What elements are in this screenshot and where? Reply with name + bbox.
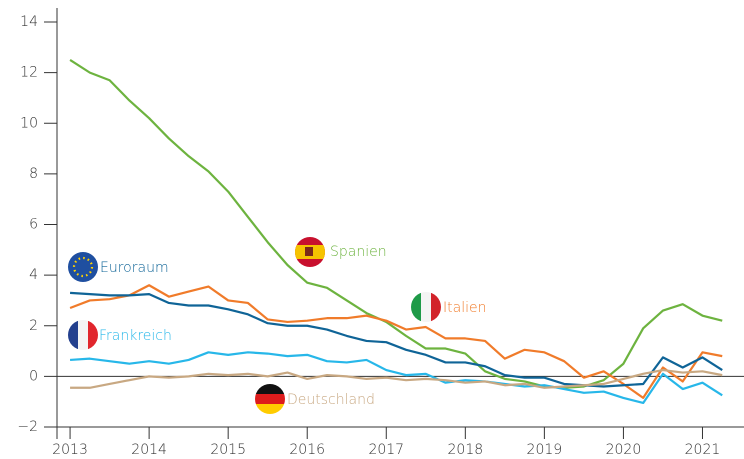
flag-es — [295, 237, 325, 267]
series-label: Euroraum — [100, 260, 169, 276]
flag-fr — [68, 320, 98, 350]
x-tick-label: 2017 — [368, 442, 404, 458]
series-label: Frankreich — [99, 328, 172, 344]
y-tick-label: 2 — [29, 318, 38, 334]
series-line — [69, 59, 723, 389]
flags — [68, 237, 441, 414]
x-tick-label: 2014 — [131, 442, 167, 458]
y-tick-label: 8 — [29, 166, 38, 182]
series-line — [69, 291, 723, 388]
series-label: Spanien — [330, 244, 387, 260]
x-tick-label: 2021 — [685, 442, 721, 458]
y-tick-label: 14 — [20, 14, 38, 30]
y-tick-label: 12 — [20, 65, 38, 81]
y-tick-label: 10 — [20, 115, 38, 131]
series-label: Deutschland — [287, 392, 375, 408]
x-tick-label: 2013 — [52, 442, 88, 458]
x-tick-label: 2016 — [289, 442, 325, 458]
x-tick-label: 2015 — [210, 442, 246, 458]
y-tick-label: 4 — [29, 267, 38, 283]
y-tick-label: −2 — [17, 419, 38, 435]
x-tick-label: 2020 — [606, 442, 642, 458]
flag-eu — [68, 252, 98, 282]
x-tick-label: 2018 — [448, 442, 484, 458]
series-line — [70, 368, 723, 389]
series-line — [70, 351, 723, 405]
series-label: Italien — [443, 300, 486, 316]
flag-it — [411, 292, 441, 322]
series-line — [69, 284, 723, 399]
y-tick-label: 0 — [29, 368, 38, 384]
flag-de — [255, 384, 285, 414]
y-tick-label: 6 — [29, 217, 38, 233]
x-tick-label: 2019 — [527, 442, 563, 458]
